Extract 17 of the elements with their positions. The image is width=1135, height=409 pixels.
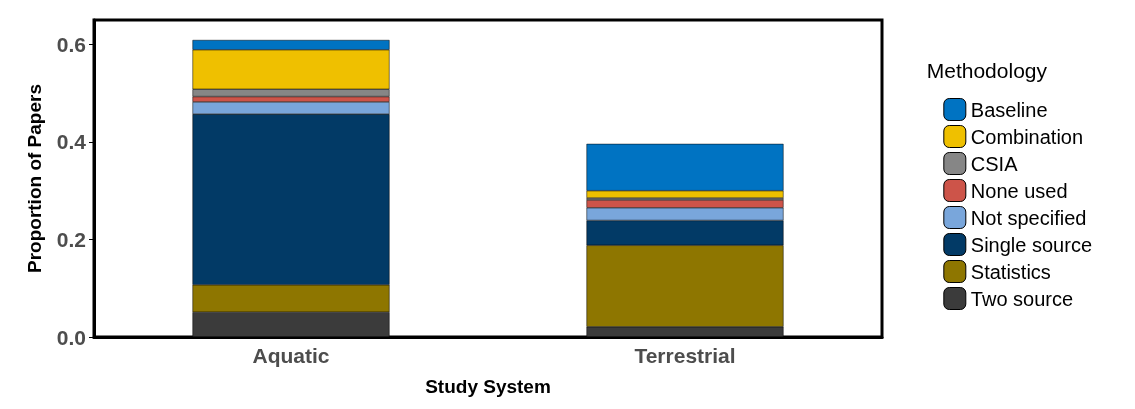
x-tick-label: Aquatic xyxy=(252,344,330,367)
legend-label: Single source xyxy=(970,233,1093,256)
y-tick-label: 0.0 xyxy=(56,325,86,349)
legend-label: Baseline xyxy=(970,98,1048,121)
y-tick-label: 0.6 xyxy=(56,32,86,56)
legend-label: Combination xyxy=(970,125,1084,148)
x-axis-title: Study System xyxy=(425,376,551,397)
legend-title: Methodology xyxy=(926,59,1048,82)
legend-label: Two source xyxy=(970,287,1074,310)
x-tick-label: Terrestrial xyxy=(634,344,736,367)
y-tick-label: 0.2 xyxy=(56,227,86,251)
legend-label: Statistics xyxy=(970,260,1051,283)
legend-label: None used xyxy=(970,179,1068,202)
y-tick-label: 0.4 xyxy=(56,130,87,154)
y-axis-title: Proportion of Papers xyxy=(24,84,45,273)
legend-label: CSIA xyxy=(970,152,1019,175)
legend-label: Not specified xyxy=(970,206,1087,229)
